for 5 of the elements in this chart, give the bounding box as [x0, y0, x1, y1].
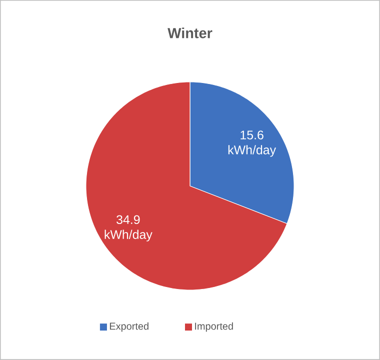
data-label: 34.9 kWh/day	[104, 215, 152, 242]
chart-title: Winter	[168, 28, 212, 38]
legend-label: Exported	[110, 322, 148, 332]
legend-label: Imported	[195, 322, 233, 332]
data-label: 15.6 kWh/day	[228, 130, 276, 157]
